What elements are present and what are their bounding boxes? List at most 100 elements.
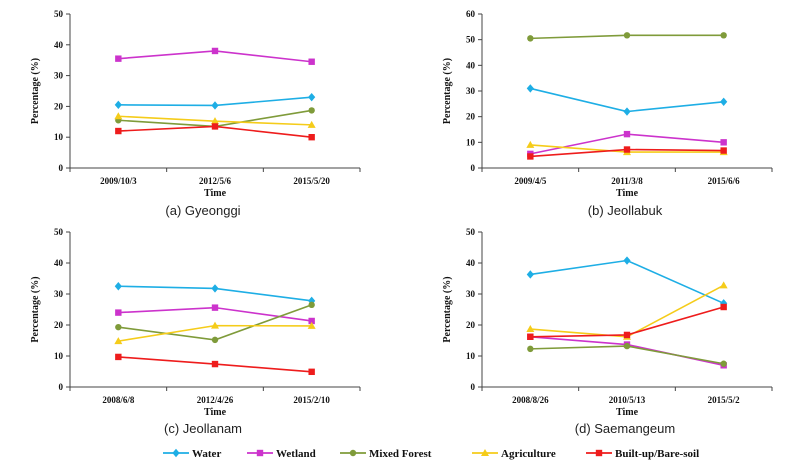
data-point: [720, 139, 727, 146]
data-point: [308, 317, 315, 325]
y-tick-label: 10: [466, 137, 476, 147]
y-tick-label: 50: [466, 227, 476, 237]
x-axis-title: Time: [616, 188, 639, 199]
data-point: [527, 35, 534, 42]
data-point: [114, 282, 122, 291]
panel-caption: (d) Saemangeum: [575, 421, 675, 436]
legend-label: Built-up/Bare-soil: [615, 448, 699, 460]
y-tick-label: 50: [54, 227, 64, 237]
data-point: [308, 134, 315, 141]
data-point: [527, 333, 534, 340]
x-axis-title: Time: [204, 407, 227, 418]
data-point: [720, 303, 727, 311]
chart-panel-3: 0 10 20 30 40 50 2008/6/8 2012/4/26 2015/2/10 Tim…: [30, 227, 361, 436]
data-point: [527, 345, 534, 353]
series-water: [114, 92, 316, 110]
x-tick-label: 2015/5/2: [708, 395, 741, 405]
series-mixed-forest: [527, 342, 727, 367]
y-tick-label: 30: [54, 71, 64, 81]
data-point: [623, 342, 631, 350]
data-point: [623, 107, 631, 116]
x-tick-label: 2009/10/3: [100, 176, 137, 186]
legend-entry: Wetland: [247, 448, 316, 460]
y-tick-label: 40: [54, 40, 64, 50]
legend-swatch-marker: [481, 449, 489, 456]
data-point: [211, 117, 219, 125]
y-tick-label: 50: [466, 35, 476, 45]
data-point: [720, 97, 728, 106]
y-tick-label: 10: [466, 351, 476, 361]
panel-caption: (b) Jeollabuk: [588, 203, 663, 218]
data-point: [623, 256, 631, 265]
x-axis-title: Time: [204, 188, 227, 199]
data-point: [211, 284, 219, 293]
data-point: [308, 368, 315, 376]
series-built-up-bare-soil: [527, 146, 727, 160]
data-point: [211, 336, 219, 344]
x-tick-label: 2012/5/6: [199, 176, 232, 186]
y-tick-label: 20: [54, 320, 64, 330]
legend-label: Water: [192, 448, 221, 460]
data-point: [526, 325, 535, 333]
series-water: [114, 282, 316, 306]
series-water: [526, 84, 728, 116]
data-point: [114, 112, 123, 120]
y-tick-label: 0: [59, 382, 64, 392]
series-mixed-forest: [527, 32, 727, 42]
x-tick-label: 2015/2/10: [293, 395, 330, 405]
data-point: [719, 281, 728, 289]
data-point: [623, 130, 631, 138]
x-tick-label: 2008/8/26: [512, 395, 549, 405]
data-point: [526, 84, 534, 93]
data-point: [115, 127, 122, 135]
series-wetland: [115, 47, 315, 65]
legend-entry: Built-up/Bare-soil: [586, 448, 699, 460]
data-point: [308, 58, 315, 65]
legend-label: Mixed Forest: [369, 448, 432, 460]
legend-label: Wetland: [276, 448, 316, 460]
data-point: [211, 123, 219, 130]
data-point: [526, 270, 534, 279]
data-point: [308, 107, 315, 114]
y-tick-label: 0: [59, 163, 64, 173]
series-agriculture: [526, 281, 728, 340]
series-line: [530, 259, 724, 305]
legend-swatch-marker: [595, 449, 603, 457]
y-tick-label: 30: [54, 289, 64, 299]
y-axis-title: Percentage (%): [30, 276, 41, 342]
series-water: [526, 256, 728, 308]
data-point: [623, 32, 631, 39]
chart-panel-4: 0 10 20 30 40 50 2008/8/26 2010/5/13 2015/5/2 Tim…: [442, 227, 773, 436]
y-tick-label: 30: [466, 86, 476, 96]
series-line: [530, 284, 725, 338]
series-agriculture: [114, 112, 316, 128]
legend-entry: Mixed Forest: [340, 448, 432, 460]
legend-swatch-marker: [349, 449, 357, 457]
data-point: [307, 120, 316, 128]
panel-caption: (c) Jeollanam: [164, 421, 242, 436]
x-axis-title: Time: [616, 407, 639, 418]
y-tick-label: 40: [466, 60, 476, 70]
data-point: [720, 147, 727, 154]
data-point: [308, 92, 316, 102]
data-point: [307, 321, 316, 329]
chart-panel-1: 0 10 20 30 40 50 2009/10/3 2012/5/6 2015/5/20 Tim…: [30, 9, 361, 218]
legend-entry: Agriculture: [472, 448, 556, 460]
legend-entry: Water: [163, 448, 221, 460]
data-point: [115, 353, 122, 361]
y-tick-label: 0: [471, 163, 476, 173]
y-tick-label: 50: [54, 9, 64, 19]
y-tick-label: 20: [466, 320, 476, 330]
data-point: [114, 100, 122, 110]
series-built-up-bare-soil: [115, 353, 315, 376]
legend: Water Wetland Mixed Forest Agriculture Built…: [163, 448, 699, 460]
x-tick-label: 2011/3/8: [611, 176, 643, 186]
data-point: [527, 153, 534, 160]
series-line: [530, 335, 724, 367]
data-point: [114, 337, 123, 345]
data-point: [308, 301, 315, 309]
y-tick-label: 10: [54, 132, 64, 142]
series-mixed-forest: [115, 301, 315, 344]
y-tick-label: 60: [466, 9, 476, 19]
